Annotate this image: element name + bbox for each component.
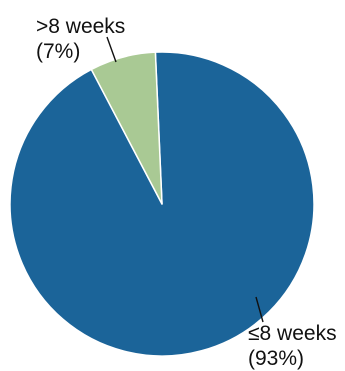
leader-line-gt8-weeks [106, 36, 117, 63]
slice-label-gt8-weeks: >8 weeks [36, 15, 125, 38]
slice-percent-gt8-weeks: (7%) [36, 40, 80, 63]
leader-line-le8-weeks [255, 296, 264, 323]
pie-slice-gt8-weeks [90, 51, 163, 205]
leader-lines [106, 36, 264, 323]
pie-slices [9, 51, 315, 357]
slice-percent-le8-weeks: (93%) [248, 347, 304, 370]
slice-label-le8-weeks: ≤8 weeks [248, 322, 337, 345]
